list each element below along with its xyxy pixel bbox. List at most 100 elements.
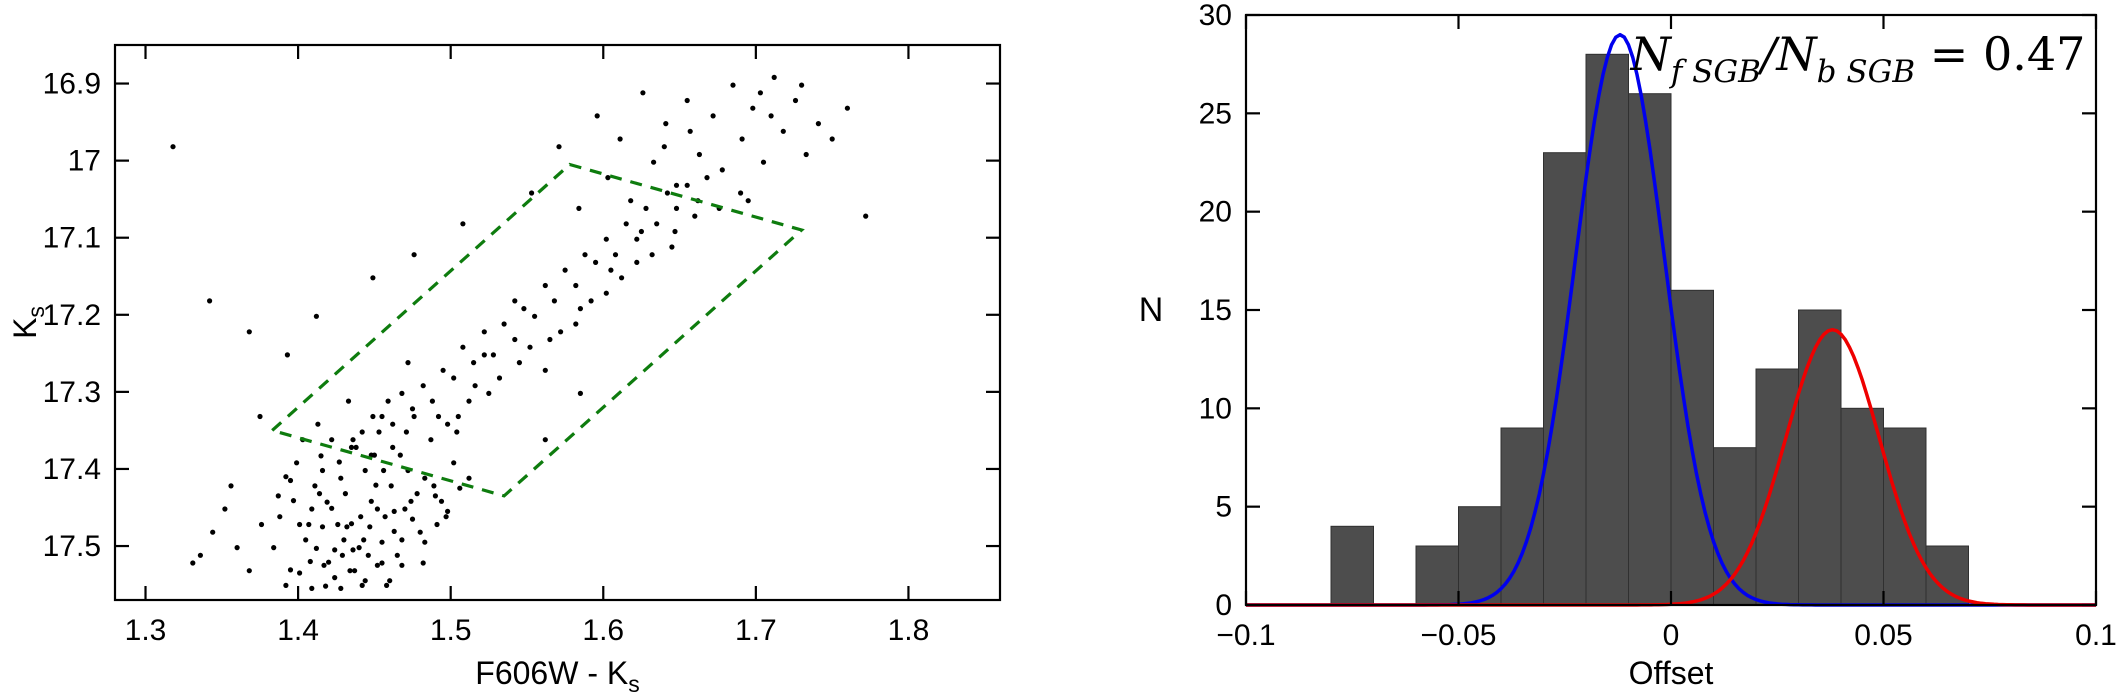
star-point <box>692 213 698 219</box>
star-point <box>234 545 240 551</box>
star-point <box>730 82 736 88</box>
star-point <box>283 582 289 589</box>
star-point <box>684 97 690 104</box>
cmd-yaxis-label: Ks <box>7 306 49 339</box>
star-point <box>582 252 588 258</box>
y-tick-label: 16.9 <box>43 68 101 101</box>
star-point <box>399 537 405 543</box>
star-point <box>551 298 558 304</box>
star-point <box>246 329 252 335</box>
star-point <box>516 360 523 366</box>
star-point <box>341 537 347 543</box>
y-tick-label: 15 <box>1199 294 1232 327</box>
star-point <box>420 383 426 389</box>
star-point <box>496 375 503 381</box>
star-point <box>562 267 568 273</box>
star-point <box>844 105 851 111</box>
star-point <box>374 506 380 512</box>
x-tick-label: 0 <box>1663 619 1680 652</box>
star-point <box>440 367 446 373</box>
star-point <box>863 213 869 219</box>
y-tick-label: 17.2 <box>43 299 101 332</box>
star-point <box>257 413 263 420</box>
x-tick-label: 1.4 <box>277 614 319 647</box>
star-point <box>339 552 345 558</box>
star-point <box>385 398 391 404</box>
star-point <box>387 578 393 584</box>
star-point <box>490 352 496 358</box>
star-point <box>271 545 277 551</box>
star-point <box>381 467 387 474</box>
star-point <box>638 228 645 235</box>
star-point <box>402 506 408 512</box>
star-point <box>335 521 341 528</box>
star-point <box>417 529 423 535</box>
star-point <box>342 491 348 497</box>
y-tick-label: 17.5 <box>43 530 101 563</box>
star-point <box>345 398 352 404</box>
star-point <box>577 390 584 396</box>
star-point <box>338 585 344 592</box>
star-point <box>352 568 358 574</box>
star-point <box>374 562 380 568</box>
star-point <box>422 539 428 545</box>
star-point <box>438 498 445 504</box>
star-point <box>612 252 619 258</box>
star-point <box>307 558 313 565</box>
star-point <box>297 521 303 528</box>
star-point <box>451 375 457 381</box>
star-point <box>391 528 397 535</box>
star-point <box>359 429 365 435</box>
star-point <box>457 485 463 491</box>
star-point <box>608 267 614 273</box>
star-point <box>319 524 326 530</box>
star-point <box>532 313 538 319</box>
y-tick-label: 0 <box>1215 589 1232 622</box>
star-point <box>399 390 405 396</box>
y-tick-label: 10 <box>1199 392 1232 425</box>
star-point <box>529 190 535 196</box>
star-point <box>321 562 327 568</box>
star-point <box>634 236 640 242</box>
star-point <box>634 259 640 265</box>
star-point <box>222 506 228 512</box>
star-point <box>388 483 394 489</box>
star-point <box>258 521 265 528</box>
offset-histogram-plot: −0.1 −0.05 0 0.05 0.1 0 5 10 15 20 25 30 Offset N Nf S… <box>1139 0 2117 691</box>
star-point <box>356 545 362 551</box>
star-point <box>318 453 324 459</box>
star-point <box>350 437 356 443</box>
histogram-bar <box>1628 93 1672 606</box>
star-point <box>365 552 371 558</box>
star-point <box>471 360 477 366</box>
star-point <box>466 475 472 481</box>
star-point <box>287 567 294 573</box>
star-point <box>651 159 657 165</box>
star-point <box>768 113 774 119</box>
star-point <box>431 483 437 489</box>
star-point <box>588 298 594 304</box>
star-point <box>312 483 318 489</box>
star-point <box>368 498 374 504</box>
star-point <box>593 259 599 265</box>
star-point <box>323 583 329 589</box>
star-point <box>403 429 409 435</box>
plot-box <box>113 43 1002 602</box>
star-point <box>445 508 451 514</box>
star-point <box>739 136 745 142</box>
x-tick-label: 0.1 <box>2075 619 2117 652</box>
star-point <box>619 275 625 281</box>
star-point <box>390 444 396 450</box>
star-point <box>643 205 649 211</box>
star-point <box>547 336 553 343</box>
star-point <box>309 585 315 592</box>
star-point <box>672 228 678 235</box>
star-point <box>454 429 460 435</box>
star-point <box>420 560 426 566</box>
star-point <box>297 570 303 576</box>
histogram-bar <box>1330 525 1374 606</box>
star-point <box>414 491 420 497</box>
star-point <box>347 568 353 574</box>
y-tick-label: 30 <box>1199 0 1232 32</box>
star-point <box>435 413 442 420</box>
